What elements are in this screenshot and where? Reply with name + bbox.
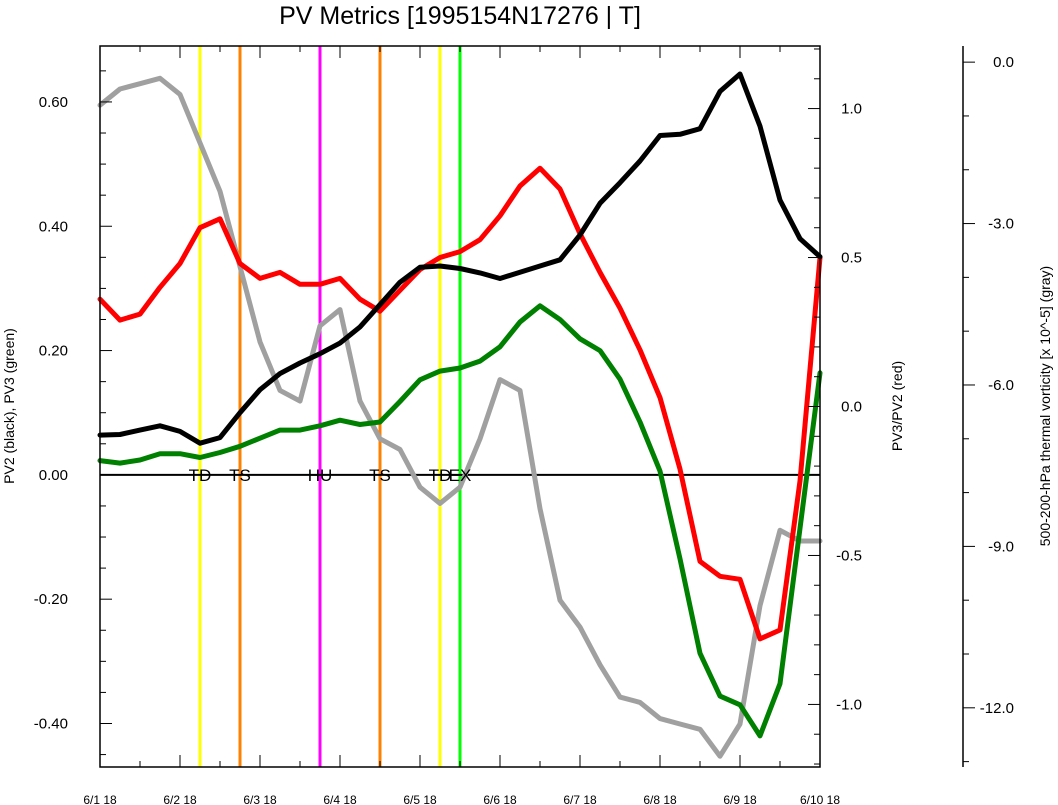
- y-axis-label-right: PV3/PV2 (red): [889, 361, 905, 451]
- x-tick-label-3: 6/4 18: [323, 793, 357, 805]
- far-right-tick-label-0: 0.0: [993, 54, 1014, 71]
- right-tick-label-3: -0.5: [836, 547, 862, 564]
- series-line-3: [97, 75, 823, 759]
- marker-label-2: HU: [308, 466, 333, 485]
- x-tick-label-9: 6/10 18: [800, 793, 840, 805]
- left-tick-label-3: 0.00: [39, 467, 68, 484]
- left-tick-label-4: -0.20: [34, 591, 68, 608]
- right-tick-label-2: 0.0: [841, 399, 862, 416]
- marker-label-5: EX: [449, 466, 472, 485]
- marker-label-3: TS: [369, 466, 391, 485]
- x-tick-label-7: 6/8 18: [643, 793, 677, 805]
- x-tick-label-4: 6/5 18: [403, 793, 437, 805]
- far-right-tick-label-2: -6.0: [988, 377, 1014, 394]
- series-line-0: [97, 71, 823, 446]
- x-tick-label-2: 6/3 18: [243, 793, 277, 805]
- series-line-1: [97, 303, 823, 739]
- far-right-tick-label-1: -3.0: [988, 216, 1014, 233]
- series-line-2: [97, 165, 823, 642]
- x-tick-label-0: 6/1 18: [83, 793, 117, 805]
- y-axis-label-left: PV2 (black), PV3 (green): [1, 328, 17, 484]
- marker-label-4: TD: [429, 466, 452, 485]
- left-tick-label-5: -0.40: [34, 715, 68, 732]
- marker-label-1: TS: [229, 466, 251, 485]
- y-axis-label-far-right: 500-200-hPa thermal vorticity [x 10^-5] …: [1037, 266, 1053, 546]
- x-tick-label-8: 6/9 18: [723, 793, 757, 805]
- data-series: [97, 71, 823, 759]
- right-tick-label-4: -1.0: [836, 696, 862, 713]
- left-tick-label-2: 0.20: [39, 343, 68, 360]
- far-right-tick-label-3: -9.0: [988, 538, 1014, 555]
- marker-label-0: TD: [189, 466, 212, 485]
- left-tick-label-1: 0.40: [39, 218, 68, 235]
- event-markers: [100, 46, 820, 767]
- x-tick-label-1: 6/2 18: [163, 793, 197, 805]
- chart-title: PV Metrics [1995154N17276 | T]: [279, 2, 641, 30]
- axes: 6/1 18 6/2 18 6/3 18 6/4 18 6/5 18 6/6 18 6/7 …: [34, 45, 1014, 805]
- right-tick-label-0: 1.0: [841, 101, 862, 118]
- far-right-tick-label-4: -12.0: [980, 700, 1014, 717]
- right-tick-label-1: 0.5: [841, 250, 862, 267]
- left-tick-label-0: 0.60: [39, 94, 68, 111]
- x-tick-label-5: 6/6 18: [483, 793, 517, 805]
- x-tick-label-6: 6/7 18: [563, 793, 597, 805]
